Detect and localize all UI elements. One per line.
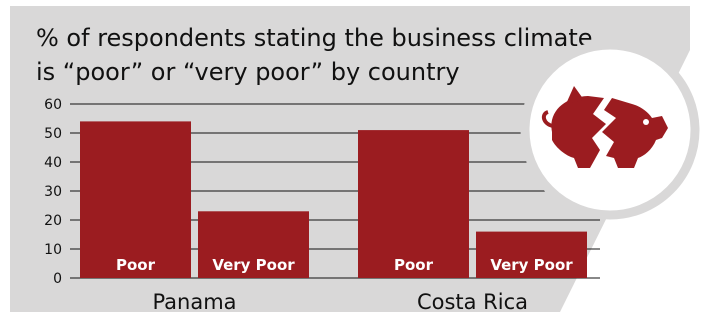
bar-panama-poor: [80, 121, 191, 279]
y-tick-label-50: 50: [44, 126, 62, 142]
chart-title-line-1: % of respondents stating the business cl…: [36, 24, 593, 52]
y-tick-label-20: 20: [44, 213, 62, 229]
category-label-costa-rica: Costa Rica: [417, 290, 528, 314]
bar-label-very-poor: Very Poor: [490, 256, 573, 274]
bar-costa-rica-very-poor: [476, 231, 587, 278]
y-tick-label-0: 0: [53, 271, 62, 287]
bar-label-very-poor: Very Poor: [212, 256, 295, 274]
y-tick-label-10: 10: [44, 242, 62, 258]
bar-costa-rica-poor: [358, 130, 469, 278]
icon-badge: [520, 40, 700, 220]
bar-panama-very-poor: [198, 211, 309, 278]
y-tick-label-60: 60: [44, 97, 62, 113]
broken-piggy-bank-icon: [541, 86, 668, 168]
y-tick-label-30: 30: [44, 184, 62, 200]
bar-label-poor: Poor: [116, 256, 156, 274]
y-tick-label-40: 40: [44, 155, 62, 171]
bar-label-poor: Poor: [394, 256, 434, 274]
chart-title-line-2: is “poor” or “very poor” by country: [36, 58, 460, 86]
category-label-panama: Panama: [152, 290, 236, 314]
